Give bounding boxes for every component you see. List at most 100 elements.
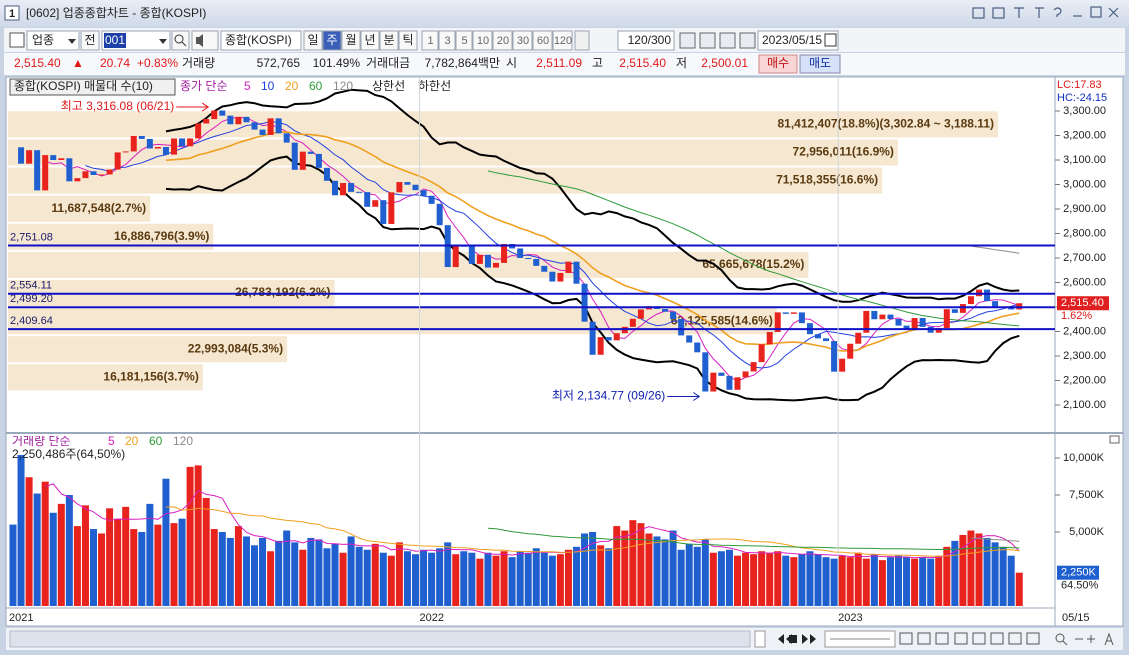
- period: 년: [364, 33, 375, 47]
- volume-bar: [524, 552, 532, 606]
- candle: [452, 245, 459, 268]
- volume-bar: [750, 554, 758, 606]
- quote-volume-pct: 101.49%: [313, 56, 361, 70]
- candle: [919, 318, 926, 327]
- candle: [541, 265, 548, 272]
- volume-bar: [363, 549, 371, 606]
- low-note: 최저 2,134.77 (09/26): [552, 389, 665, 403]
- volume-bar: [379, 552, 387, 606]
- interval-button[interactable]: [552, 30, 573, 51]
- interval: 120: [554, 35, 572, 47]
- quote-high: 2,515.40: [619, 56, 666, 70]
- date: 2023/05/15: [762, 33, 822, 47]
- volume-badge: [1057, 565, 1099, 580]
- interval-dropdown[interactable]: [574, 30, 590, 51]
- candle: [162, 147, 169, 155]
- period-button[interactable]: [360, 30, 380, 51]
- y-tick-label: 2,200.00: [1063, 374, 1106, 386]
- volume-bar: [371, 543, 379, 606]
- quote-change-pct: +0.83%: [137, 56, 178, 70]
- candle: [98, 174, 105, 176]
- tool-icon[interactable]: [679, 32, 696, 49]
- ma-line: [970, 245, 1020, 254]
- period-button[interactable]: [398, 30, 418, 51]
- period-button[interactable]: [303, 30, 323, 51]
- tool-icon[interactable]: [739, 32, 756, 49]
- prev-button[interactable]: [80, 30, 100, 51]
- period-button[interactable]: [322, 30, 342, 51]
- market-select[interactable]: [26, 30, 80, 51]
- interval-button[interactable]: [455, 30, 473, 51]
- candle: [315, 153, 322, 168]
- calendar-icon[interactable]: [824, 33, 837, 47]
- quote-price: 2,515.40: [14, 56, 61, 70]
- quote-volume-label: 거래량: [182, 56, 215, 70]
- volume-bar: [460, 551, 468, 606]
- tool-icon[interactable]: [719, 32, 736, 49]
- scroll-track[interactable]: [9, 630, 751, 648]
- count: 120/300: [628, 33, 672, 47]
- panel-button[interactable]: [1109, 435, 1120, 444]
- volume-bar: [621, 530, 629, 606]
- dropdown-arrow: [68, 39, 76, 44]
- volume-bar: [90, 529, 97, 606]
- volume-bar: [420, 549, 428, 606]
- quote-open: 2,511.09: [536, 56, 582, 70]
- interval-button[interactable]: [532, 30, 553, 51]
- candle: [1008, 307, 1015, 310]
- interval: 5: [461, 35, 467, 47]
- candle: [710, 372, 717, 392]
- window-badge: 1: [9, 8, 15, 20]
- tool-icon[interactable]: [699, 32, 716, 49]
- candle: [291, 142, 298, 170]
- volume-bar: [468, 552, 476, 606]
- interval-button[interactable]: [512, 30, 533, 51]
- search-button[interactable]: [171, 30, 190, 51]
- volume-bar: [564, 549, 572, 606]
- volume-bar: [1015, 572, 1023, 606]
- scroll-buttons[interactable]: [754, 630, 896, 648]
- volume-bar: [935, 555, 943, 606]
- sell-button[interactable]: [799, 54, 841, 74]
- volume-profile-label: 71,518,355(16.6%): [776, 173, 878, 187]
- interval-button[interactable]: [438, 30, 456, 51]
- volume-bar: [81, 505, 89, 606]
- candle: [549, 271, 556, 282]
- candle: [581, 283, 588, 322]
- candle: [307, 151, 314, 154]
- x-tick-label: 2021: [9, 612, 33, 624]
- sound-button[interactable]: [191, 30, 219, 51]
- interval-button[interactable]: [492, 30, 513, 51]
- volume-bar: [532, 548, 540, 606]
- interval-button[interactable]: [472, 30, 493, 51]
- quote-arrow: ▲: [72, 56, 84, 70]
- volume-bar: [959, 534, 967, 606]
- candle: [468, 246, 475, 264]
- volume-bar: [846, 557, 854, 606]
- interval-button[interactable]: [421, 30, 439, 51]
- menu-icon[interactable]: [9, 32, 25, 48]
- volume-bar: [798, 554, 806, 606]
- volume-bar: [315, 539, 323, 606]
- volume-profile-band: [8, 139, 898, 166]
- volume-bar: [581, 533, 589, 606]
- candle: [259, 129, 266, 136]
- window-buttons[interactable]: [972, 6, 1119, 19]
- period-button[interactable]: [341, 30, 361, 51]
- quote-amount: 7,782,864백만: [425, 56, 500, 70]
- candle: [903, 325, 910, 329]
- candle: [525, 258, 532, 259]
- lc-label: LC:17.83: [1057, 79, 1102, 91]
- candle: [726, 375, 733, 390]
- title-bar: [0, 0, 1129, 27]
- candle: [839, 358, 846, 372]
- zoom-buttons[interactable]: [899, 632, 1114, 646]
- y-tick-label: 3,300.00: [1063, 105, 1106, 117]
- candle: [895, 319, 902, 326]
- period-button[interactable]: [379, 30, 399, 51]
- candle: [718, 372, 725, 376]
- volume-bar: [484, 552, 492, 606]
- buy-button[interactable]: [758, 54, 798, 74]
- volume-profile-band: [8, 364, 203, 391]
- candle: [74, 178, 81, 182]
